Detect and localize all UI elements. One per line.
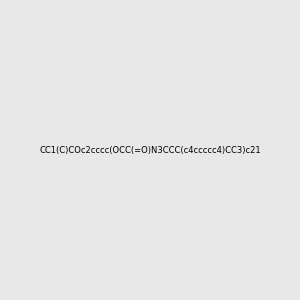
Text: CC1(C)COc2cccc(OCC(=O)N3CCC(c4ccccc4)CC3)c21: CC1(C)COc2cccc(OCC(=O)N3CCC(c4ccccc4)CC3… xyxy=(39,146,261,154)
